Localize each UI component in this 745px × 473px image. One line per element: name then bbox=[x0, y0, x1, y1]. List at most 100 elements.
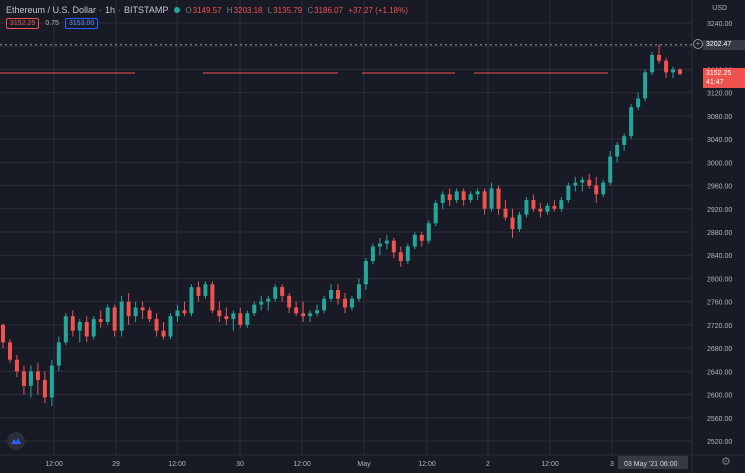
candle-body bbox=[245, 313, 250, 325]
bar-countdown: 41:47 bbox=[706, 78, 724, 86]
time-tick-label: 2 bbox=[486, 461, 490, 468]
tradingview-logo-icon[interactable] bbox=[7, 432, 25, 450]
candle-body bbox=[175, 310, 180, 317]
candle-body bbox=[363, 261, 368, 285]
candle-body bbox=[119, 301, 124, 331]
candle-body bbox=[545, 205, 550, 212]
exchange-label: BITSTAMP bbox=[124, 5, 169, 15]
candle-body bbox=[84, 321, 89, 337]
candle-body bbox=[594, 185, 599, 195]
candle-body bbox=[49, 365, 54, 398]
candle-body bbox=[168, 316, 173, 337]
time-tick-label: 12:00 bbox=[293, 461, 311, 468]
price-tick-label: 3000.00 bbox=[707, 160, 732, 167]
open-key: O bbox=[185, 5, 192, 15]
plus-circle-icon[interactable]: + bbox=[693, 39, 703, 49]
candle-body bbox=[259, 301, 264, 305]
candle-body bbox=[266, 298, 271, 302]
candle-body bbox=[573, 182, 578, 186]
candle-body bbox=[252, 304, 257, 314]
price-tick-label: 2920.00 bbox=[707, 207, 732, 214]
candle-body bbox=[105, 307, 110, 322]
open-value: 3149.57 bbox=[192, 5, 222, 15]
price-tick-label: 2680.00 bbox=[707, 346, 732, 353]
buy-button[interactable]: 3153.00 bbox=[64, 18, 99, 29]
candle-body bbox=[538, 208, 543, 212]
symbol-name[interactable]: Ethereum / U.S. Dollar bbox=[6, 5, 97, 15]
interval-label[interactable]: 1h bbox=[105, 5, 116, 15]
candle-body bbox=[454, 191, 459, 201]
close-value: 3186.07 bbox=[314, 5, 344, 15]
candle-body bbox=[210, 284, 215, 311]
gear-icon[interactable]: ⚙ bbox=[721, 456, 731, 468]
candle-body bbox=[510, 217, 515, 230]
candle-body bbox=[98, 319, 103, 322]
candle-body bbox=[301, 313, 306, 317]
candle-body bbox=[503, 208, 508, 218]
candle-body bbox=[356, 284, 361, 299]
candle-body bbox=[126, 301, 131, 317]
candle-body bbox=[224, 316, 229, 320]
candle-body bbox=[489, 188, 494, 209]
last-price-tag: 3152.25 41:47 bbox=[703, 67, 745, 88]
candle-body bbox=[643, 72, 648, 99]
time-tick-label: 29 bbox=[112, 461, 120, 468]
candle-body bbox=[482, 191, 487, 209]
candle-body bbox=[329, 290, 334, 299]
candle-body bbox=[294, 307, 299, 314]
candle-body bbox=[419, 234, 424, 241]
candle-body bbox=[664, 60, 669, 73]
candle-body bbox=[671, 69, 676, 73]
low-key: L bbox=[267, 5, 273, 15]
price-tick-label: 2960.00 bbox=[707, 184, 732, 191]
sell-button[interactable]: 3152.25 bbox=[6, 18, 40, 29]
price-tick-label: 2640.00 bbox=[707, 369, 732, 376]
candle-body bbox=[140, 307, 145, 311]
candle-body bbox=[391, 240, 396, 253]
candle-body bbox=[447, 194, 452, 201]
candle-body bbox=[308, 313, 313, 317]
quote-panel: 3152.25 0.75 3153.00 bbox=[6, 18, 99, 29]
last-price: 3152.25 bbox=[706, 69, 732, 77]
candle-body bbox=[615, 144, 620, 157]
candle-body bbox=[650, 54, 655, 73]
candle-body bbox=[657, 54, 662, 61]
market-status-icon bbox=[174, 7, 181, 13]
candle-body bbox=[342, 298, 347, 308]
candle-body bbox=[587, 179, 592, 186]
price-tick-label: 3120.00 bbox=[707, 91, 732, 98]
spread-value: 0.75 bbox=[45, 20, 59, 27]
candle-body bbox=[531, 200, 536, 209]
candle-body bbox=[349, 298, 354, 308]
candle-body bbox=[461, 191, 466, 201]
candle-body bbox=[42, 380, 47, 398]
candle-body bbox=[336, 290, 341, 299]
candle-body bbox=[1, 324, 5, 343]
candle-body bbox=[35, 371, 40, 381]
candle-body bbox=[517, 214, 522, 230]
candle-body bbox=[678, 69, 682, 75]
candle-body bbox=[231, 313, 236, 320]
candle-body bbox=[203, 284, 208, 296]
candle-body bbox=[196, 287, 201, 296]
candle-body bbox=[56, 342, 61, 366]
crosshair-price-tag: 3202.47 bbox=[703, 39, 745, 50]
ohlc-values: O3149.57 H3203.18 L3135.79 C3186.07 +37.… bbox=[185, 6, 410, 15]
high-key: H bbox=[226, 5, 233, 15]
candle-body bbox=[238, 313, 243, 325]
candle-body bbox=[63, 316, 68, 343]
time-tick-label: 12:00 bbox=[541, 461, 559, 468]
candle-body bbox=[608, 156, 613, 183]
candle-body bbox=[468, 194, 473, 201]
candle-body bbox=[161, 330, 166, 337]
time-tick-label: 12:00 bbox=[168, 461, 186, 468]
candle-body bbox=[189, 287, 194, 314]
crosshair-time-label: 03 May '21 06:00 bbox=[624, 461, 678, 468]
candle-body bbox=[412, 234, 417, 247]
price-tick-label: 2600.00 bbox=[707, 393, 732, 400]
candle-body bbox=[370, 246, 375, 262]
separator: · bbox=[99, 5, 103, 15]
candle-body bbox=[315, 310, 320, 314]
